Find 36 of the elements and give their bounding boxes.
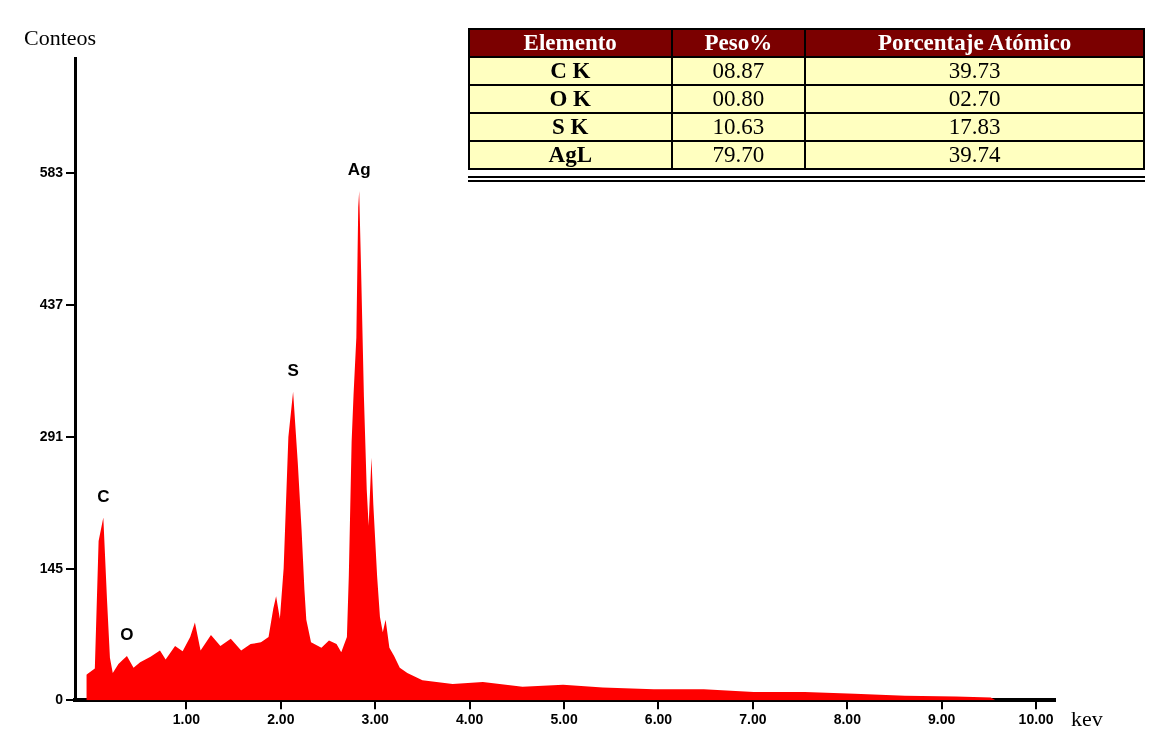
category-label: S K — [552, 114, 589, 139]
annotation: C — [97, 486, 110, 506]
category-label: AgL — [548, 142, 592, 167]
x-tick-label: 9.00 — [928, 711, 956, 728]
text: 17.83 — [948, 114, 1001, 139]
x-tick-label: 7.00 — [739, 711, 767, 728]
annotation: S — [287, 360, 299, 380]
text: 00.80 — [712, 86, 765, 111]
x-tick-label: 5.00 — [550, 711, 578, 728]
category-label: Peso% — [671, 29, 806, 57]
x-tick-label: 3.00 — [361, 711, 390, 728]
x-axis-title: kev — [1071, 705, 1103, 731]
y-tick-label: 291 — [39, 427, 64, 444]
text: 02.70 — [948, 86, 1001, 111]
category-label: Porcentaje Atómico — [805, 29, 1144, 57]
y-tick-label: 0 — [55, 691, 64, 708]
category-label: C K — [550, 58, 591, 83]
x-tick-label: 6.00 — [644, 711, 673, 728]
text: 39.74 — [948, 142, 1001, 167]
y-tick-label: 145 — [39, 559, 64, 576]
category-label: O K — [549, 86, 592, 111]
annotation: O — [120, 625, 134, 645]
text: Elemento — [469, 29, 672, 57]
x-tick-label: 2.00 — [267, 711, 295, 728]
text: 08.87 — [712, 58, 765, 83]
text: 10.63 — [712, 114, 765, 139]
x-tick-label: 1.00 — [172, 711, 201, 728]
annotation: Ag — [347, 160, 371, 180]
x-tick-label: 10.00 — [1018, 711, 1054, 728]
x-tick-label: 4.00 — [456, 711, 484, 728]
y-tick-label: 437 — [39, 295, 64, 312]
y-tick-label: 583 — [39, 163, 64, 180]
text: 39.73 — [948, 58, 1001, 83]
x-tick-label: 8.00 — [833, 711, 862, 728]
text: 79.70 — [712, 142, 765, 167]
y-axis-title: Conteos — [24, 24, 97, 50]
